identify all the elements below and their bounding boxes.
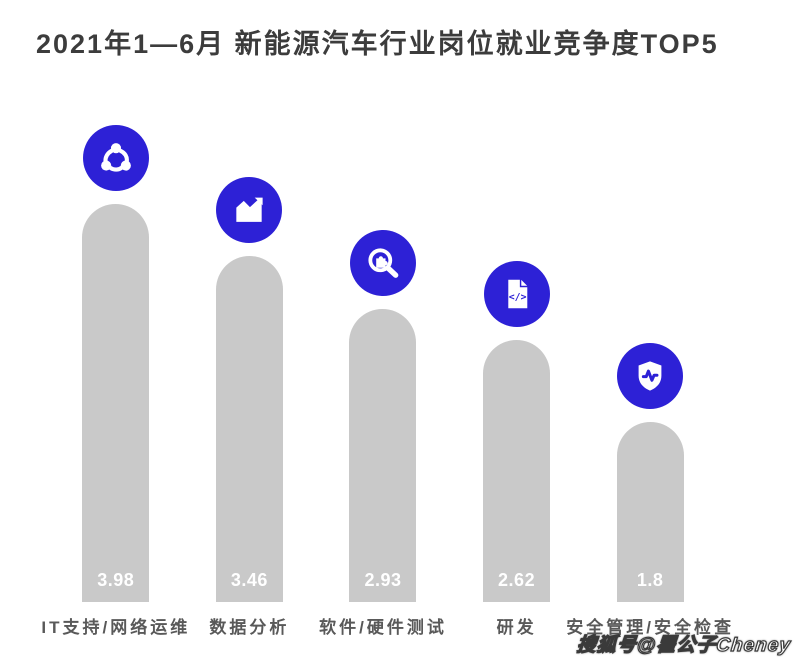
- bar-value: 3.46: [230, 570, 268, 590]
- bar: 3.46: [215, 256, 283, 602]
- bar-value: 1.8: [636, 570, 664, 590]
- search-test-icon: [349, 230, 416, 296]
- share-network-icon: [82, 125, 149, 191]
- bar-value: 2.93: [364, 570, 402, 590]
- category-label: IT支持/网络运维: [41, 618, 191, 637]
- category-label: 软件/硬件测试: [319, 618, 447, 637]
- bar: 2.93: [349, 309, 417, 602]
- category-label: 研发: [496, 618, 537, 637]
- category-label: 安全管理/安全检查: [566, 618, 735, 637]
- bar: 2.62: [483, 340, 551, 602]
- chart-title: 2021年1—6月 新能源汽车行业岗位就业竞争度TOP5: [36, 29, 719, 59]
- bar: 3.98: [82, 204, 150, 602]
- bar-column: 3.46 数据分析: [183, 177, 317, 637]
- category-label: 数据分析: [209, 618, 290, 637]
- bar-column: 2.93 软件/硬件测试: [316, 230, 450, 637]
- bar-column: 2.62 研发: [450, 261, 584, 637]
- trend-chart-icon: [216, 177, 283, 243]
- code-file-icon: [483, 261, 550, 327]
- watermark: 搜狐号@瞿公子Cheney: [575, 634, 793, 656]
- bar: 1.8: [616, 422, 684, 602]
- bar-chart: 3.98 IT支持/网络运维 3.46 数据分析 2.93 软件/硬件测试 2.62 研发 1.…: [41, 0, 731, 637]
- bar-value: 3.98: [97, 570, 135, 590]
- bar-column: 1.8 安全管理/安全检查: [566, 343, 731, 637]
- bar-column: 3.98 IT支持/网络运维: [41, 125, 187, 637]
- shield-pulse-icon: [617, 343, 684, 409]
- bar-value: 2.62: [498, 570, 536, 590]
